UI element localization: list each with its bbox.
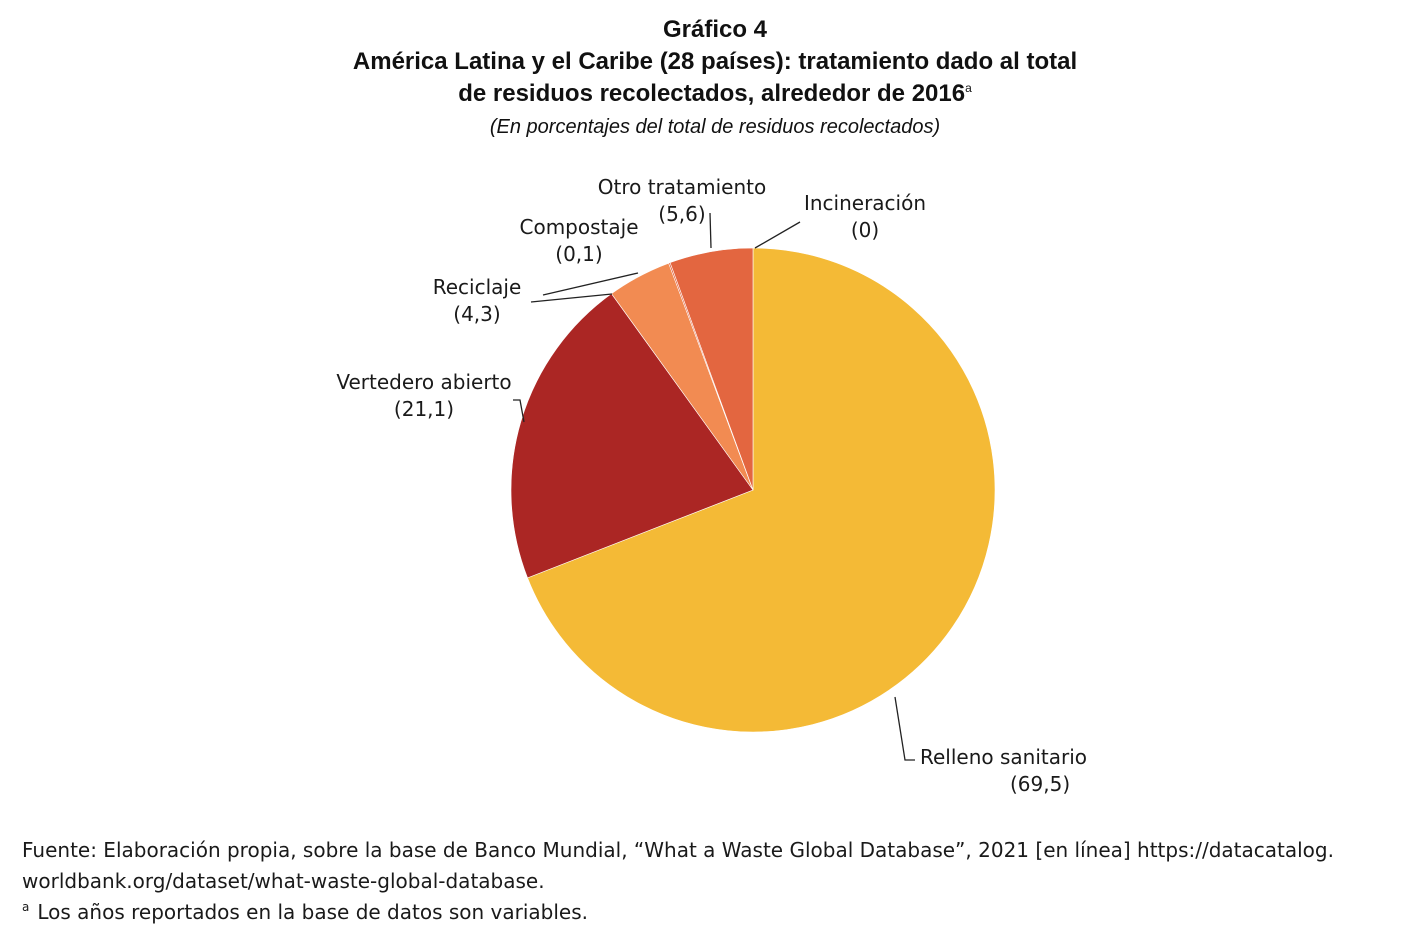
footnote-mark: a	[22, 900, 30, 915]
chart-number: Gráfico 4	[662, 16, 768, 43]
leader-compostaje	[542, 272, 639, 296]
chart-footer: Fuente: Elaboración propia, sobre la bas…	[22, 835, 1412, 928]
leader-lines	[513, 212, 915, 761]
slice-label-compostaje: Compostaje	[520, 215, 639, 239]
slice-value-incineracion: (0)	[851, 218, 879, 242]
leader-reciclaje	[530, 293, 613, 303]
leader-incineracion	[754, 221, 801, 249]
slice-vertedero-abierto	[510, 293, 754, 579]
slice-value-relleno-sanitario: (69,5)	[1010, 772, 1070, 796]
slice-label-incineracion: Incineración	[804, 191, 926, 215]
chart-subtitle: (En porcentajes del total de residuos re…	[489, 116, 941, 138]
footnote-text: Los años reportados en la base de datos …	[37, 900, 589, 924]
leader-otro-tratamiento	[709, 212, 712, 249]
slice-otro-tratamiento	[669, 247, 754, 491]
pie-slices	[510, 247, 996, 733]
footnote: a Los años reportados en la base de datos…	[22, 897, 1412, 928]
slice-label-relleno-sanitario: Relleno sanitario	[920, 745, 1087, 769]
slice-label-otro-tratamiento: Otro tratamiento	[598, 175, 766, 199]
slice-labels: Relleno sanitario (69,5) Vertedero abierto…	[336, 175, 1087, 796]
chart-title-line-2-text: de residuos recolectados, alrededor de 2…	[458, 80, 966, 107]
slice-value-compostaje: (0,1)	[555, 242, 602, 266]
slice-label-reciclaje: Reciclaje	[433, 275, 522, 299]
source-note-line-2: worldbank.org/dataset/what-waste-global-…	[22, 869, 545, 893]
title-footnote-mark: a	[965, 81, 972, 95]
slice-value-vertedero-abierto: (21,1)	[394, 397, 454, 421]
leader-vertedero-abierto	[513, 399, 525, 423]
chart-title-line-1: América Latina y el Caribe (28 países): …	[352, 48, 1078, 75]
slice-relleno-sanitario	[527, 247, 996, 733]
chart-title-line-2: de residuos recolectados, alrededor de 2…	[0, 78, 1415, 110]
chart-header: Gráfico 4 América Latina y el Caribe (28…	[0, 14, 1415, 142]
leader-relleno-sanitario	[894, 696, 915, 761]
slice-value-otro-tratamiento: (5,6)	[658, 202, 705, 226]
slice-label-vertedero-abierto: Vertedero abierto	[336, 370, 511, 394]
pie-chart: Relleno sanitario (69,5) Vertedero abierto…	[336, 175, 1087, 796]
source-note-line-1: Fuente: Elaboración propia, sobre la bas…	[22, 838, 1334, 862]
slice-value-reciclaje: (4,3)	[453, 302, 500, 326]
